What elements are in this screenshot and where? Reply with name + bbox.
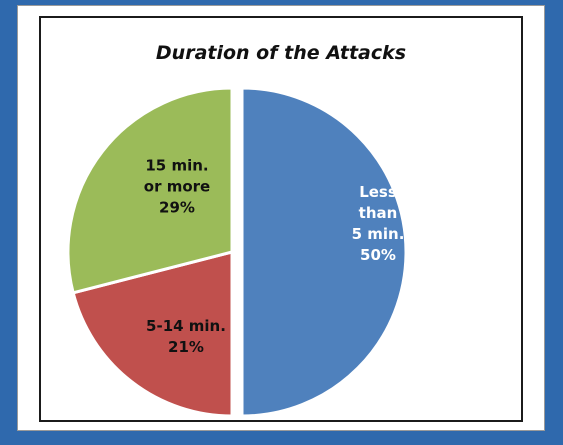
pie-slice-0-label: than — [359, 204, 398, 222]
pie-slice-2 — [66, 86, 234, 295]
pie-slice-1 — [71, 250, 234, 418]
pie-slice-1-label: 5-14 min. — [146, 317, 226, 335]
pie-slice-2-label: or more — [144, 178, 210, 196]
chart-panel: Duration of the Attacks Less than 5 min. 50… — [17, 5, 545, 431]
pie-slice-2-label: 29% — [159, 199, 195, 217]
pie-slice-0-label: Less — [359, 183, 397, 201]
pie-chart: Less than 5 min. 50% 5-14 min. 21% 15 min. or m… — [66, 86, 408, 418]
chart-title: Duration of the Attacks — [155, 42, 407, 64]
chart-frame: Duration of the Attacks — [39, 16, 523, 422]
pie-slice-1-label: 21% — [168, 338, 204, 356]
pie-slice-0-label: 50% — [360, 246, 396, 264]
pie-slice-0-label: 5 min. — [352, 225, 405, 243]
pie-slice-2-label: 15 min. — [145, 157, 208, 175]
pie-slice-0 — [240, 86, 408, 418]
